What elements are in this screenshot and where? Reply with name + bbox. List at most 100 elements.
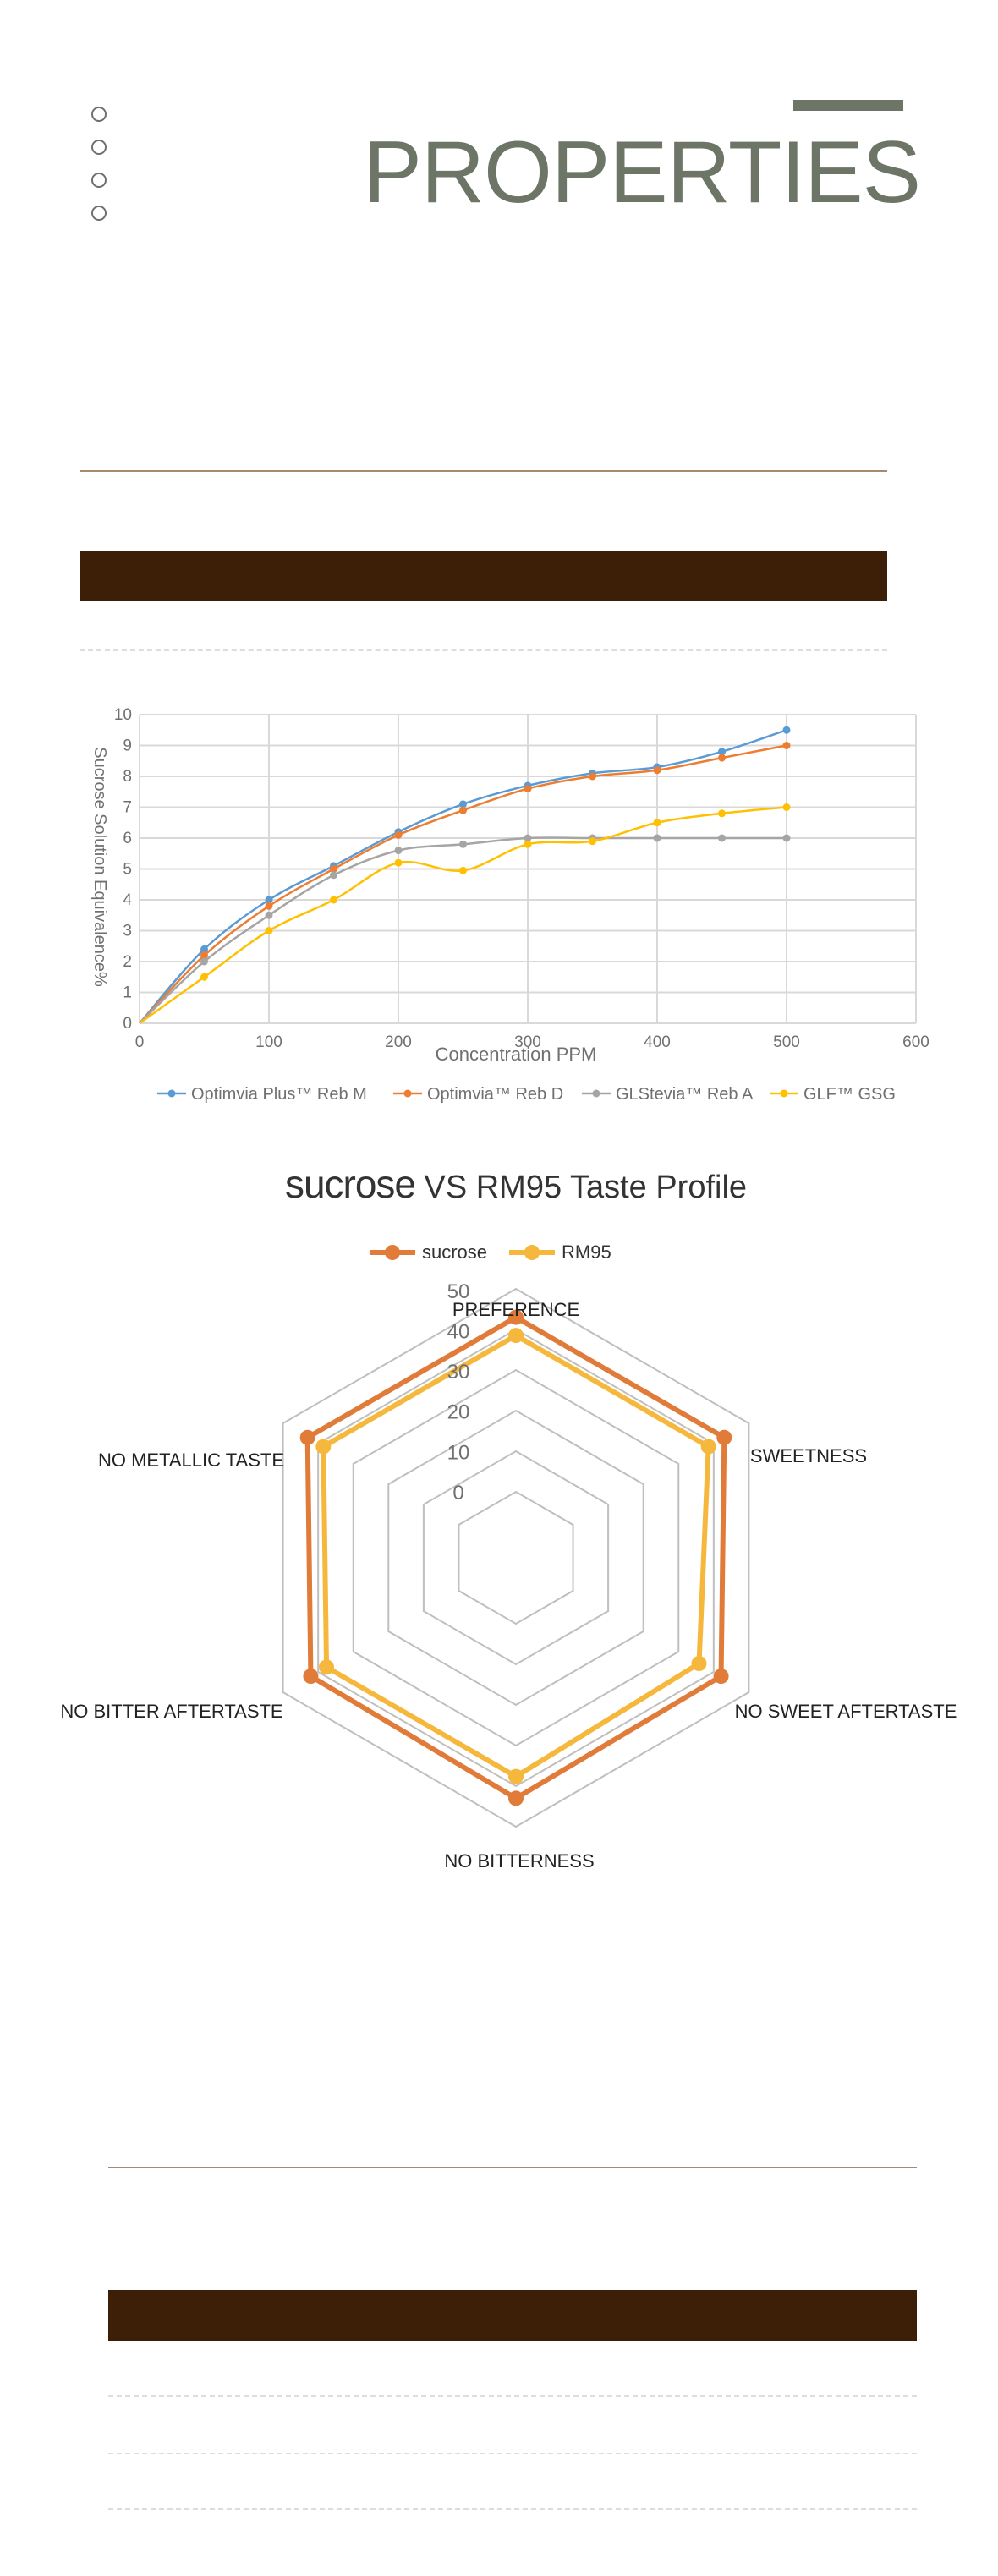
- legend-label: Optimvia Plus™ Reb M: [191, 1085, 367, 1104]
- radar-title-part2: VS RM95 Taste Profile: [424, 1170, 747, 1205]
- r-tick-label: 50: [447, 1280, 470, 1303]
- data-point: [589, 772, 596, 781]
- data-point: [589, 837, 596, 846]
- r-tick-label: 10: [447, 1441, 470, 1464]
- y-tick-label: 0: [123, 1015, 132, 1033]
- radar-point: [508, 1328, 524, 1344]
- legend-marker: [403, 1089, 412, 1098]
- radar-chart-title: sucrose VS RM95 Taste Profile: [285, 1162, 747, 1206]
- nav-dot-3[interactable]: [91, 173, 107, 188]
- legend-marker: [780, 1089, 788, 1098]
- radar-chart-series: [299, 1309, 732, 1806]
- line-chart-legend: Optimvia Plus™ Reb M Optimvia™ Reb D GLSte…: [157, 1085, 896, 1104]
- radar-point: [508, 1309, 524, 1325]
- radar-point: [299, 1429, 315, 1445]
- legend-marker: [167, 1089, 176, 1098]
- x-tick-label: 100: [255, 1033, 282, 1051]
- section-rule-top: [80, 470, 887, 472]
- data-point: [782, 834, 791, 842]
- y-tick-label: 9: [123, 737, 132, 755]
- data-point: [265, 896, 273, 904]
- nav-dot-1[interactable]: [91, 107, 107, 122]
- y-tick-label: 5: [123, 861, 132, 879]
- radar-point: [713, 1669, 729, 1685]
- data-point: [200, 973, 208, 981]
- x-tick-label: 200: [385, 1033, 412, 1051]
- radar-point: [315, 1439, 332, 1455]
- radar-axis-label: NO BITTER AFTERTASTE: [60, 1701, 282, 1722]
- data-point: [782, 742, 791, 749]
- page-title: PROPERTIES: [363, 123, 921, 222]
- data-point: [200, 951, 208, 960]
- data-point: [200, 945, 208, 953]
- x-tick-label: 300: [514, 1033, 541, 1051]
- radar-grid-ring: [387, 1409, 644, 1707]
- y-tick-label: 4: [123, 891, 132, 909]
- data-point: [265, 911, 273, 919]
- data-point: [653, 819, 661, 827]
- series-line-2: [139, 836, 787, 1024]
- section-header-band: [80, 551, 887, 601]
- data-point: [265, 927, 273, 934]
- nav-dot-4[interactable]: [91, 206, 107, 221]
- y-tick-label: 1: [123, 984, 132, 1002]
- data-point: [524, 834, 532, 842]
- legend-marker: [524, 1245, 540, 1260]
- y-tick-label: 8: [123, 768, 132, 786]
- data-point: [653, 766, 661, 775]
- nav-dot-2[interactable]: [91, 140, 107, 155]
- data-point: [330, 896, 337, 904]
- radar-point: [303, 1669, 319, 1685]
- x-tick-label: 0: [135, 1033, 145, 1051]
- series-line-1: [139, 744, 787, 1024]
- radar-title-part1: sucrose: [285, 1162, 415, 1206]
- radar-series-1: [321, 1333, 711, 1779]
- data-point: [394, 858, 403, 867]
- y-tick-label: 3: [123, 923, 132, 940]
- r-tick-label: 30: [447, 1361, 470, 1384]
- footer-divider-1: [108, 2395, 917, 2397]
- legend-marker: [592, 1089, 600, 1098]
- footer-divider-2: [108, 2453, 917, 2454]
- legend-label: sucrose: [422, 1241, 487, 1263]
- line-chart-series: [139, 726, 791, 1025]
- title-accent-bar: [793, 100, 903, 111]
- data-point: [459, 840, 467, 848]
- series-line-3: [139, 806, 787, 1025]
- radar-point: [319, 1659, 335, 1675]
- line-chart-ylabel: Sucrose Solution Equivalence%: [90, 747, 109, 987]
- footer-divider-3: [108, 2508, 917, 2510]
- x-tick-label: 600: [902, 1033, 929, 1051]
- data-point: [330, 865, 337, 873]
- x-tick-label: 500: [773, 1033, 800, 1051]
- x-tick-label: 400: [644, 1033, 671, 1051]
- radar-grid-ring: [458, 1490, 574, 1625]
- data-point: [459, 806, 467, 814]
- radar-point: [508, 1768, 524, 1784]
- data-point: [653, 834, 661, 842]
- data-point: [718, 748, 726, 756]
- data-point: [524, 785, 532, 793]
- line-chart-grid: [139, 714, 917, 1024]
- radar-point: [508, 1790, 524, 1806]
- divider-dashed: [80, 649, 887, 651]
- radar-chart: sucrose VS RM95 Taste Profile sucrose RM9…: [60, 1162, 957, 1872]
- radar-series-0: [304, 1314, 727, 1801]
- radar-point: [716, 1429, 732, 1445]
- r-tick-label: 0: [452, 1482, 463, 1504]
- legend-label: GLF™ GSG: [803, 1085, 896, 1104]
- data-point: [459, 866, 467, 874]
- data-point: [394, 847, 403, 855]
- data-point: [459, 800, 467, 808]
- radar-axis-label: NO BITTERNESS: [444, 1850, 594, 1872]
- r-tick-label: 20: [447, 1401, 470, 1424]
- radar-point: [700, 1439, 716, 1455]
- legend-label: RM95: [562, 1241, 611, 1263]
- radar-chart-legend: sucrose RM95: [370, 1241, 611, 1263]
- legend-label: GLStevia™ Reb A: [616, 1085, 754, 1104]
- radar-grid-ring: [352, 1368, 680, 1747]
- y-tick-label: 7: [123, 799, 132, 817]
- section-rule-bottom: [108, 2167, 917, 2168]
- legend-marker: [385, 1245, 400, 1260]
